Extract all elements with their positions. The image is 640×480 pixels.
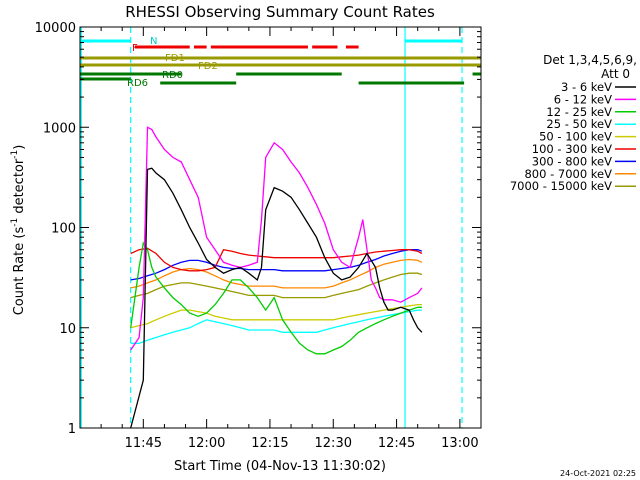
series-line-2 [130,126,423,351]
legend-entry-label: 7000 - 15000 keV [510,179,612,193]
series-line-4 [130,309,422,344]
x-tick-label: 11:45 [125,436,162,451]
series-line-8 [130,258,423,289]
footer-timestamp: 24-Oct-2021 02:25 [560,469,636,478]
x-tick-label: 12:30 [315,436,352,451]
x-tick-label: 12:00 [188,436,225,451]
legend-entry-label: 50 - 100 keV [539,130,612,144]
series-line-7 [130,249,423,281]
legend-entry-label: 6 - 12 keV [554,92,612,106]
x-tick-label: 12:45 [378,436,415,451]
x-tick-label: 12:15 [251,436,288,451]
flag-label-fd1: FD1 [165,53,185,64]
legend-header-detectors: Det 1,3,4,5,6,9, [543,53,637,67]
x-axis: 11:45 12:00 12:15 12:30 12:45 13:00 [100,27,482,451]
x-tick-label: 13:00 [441,436,478,451]
legend-entry-label: 800 - 7000 keV [524,167,612,181]
flag-label-f: F [132,43,138,54]
y-tick-label: 10 [59,322,76,337]
legend-entry-label: 3 - 6 keV [561,80,612,94]
y-tick-label: 1 [68,422,76,437]
chart-title: RHESSI Observing Summary Count Rates [125,3,435,21]
series-layer [130,126,423,429]
y-axis: 1 10 100 1000 10000 [35,21,481,437]
series-line-5 [130,303,422,329]
legend-entry-label: 12 - 25 keV [546,105,612,119]
y-axis-label: Count Rate (s-1 detector-1) [10,145,27,316]
series-line-1 [130,167,423,429]
series-line-9 [130,272,423,299]
y-tick-label: 1000 [43,121,76,136]
legend-entry-label: 300 - 800 keV [532,154,612,168]
flag-label-n: N [150,36,157,47]
y-tick-label: 100 [51,222,76,237]
flag-label-rd0: RD0 [162,70,183,81]
legend-entry-label: 100 - 300 keV [532,142,612,156]
series-line-6 [130,247,423,272]
flag-label-fd2: FD2 [198,61,218,72]
series-line-3 [130,241,422,355]
flag-label-rd6: RD6 [127,78,148,89]
y-tick-label: 10000 [35,21,76,36]
observing-flags: N F FD1 FD2 RD0 RD6 [80,27,481,428]
x-axis-label: Start Time (04-Nov-13 11:30:02) [174,459,386,474]
legend-header-attenuator: Att 0 [601,67,630,81]
legend-entry-label: 25 - 50 keV [546,117,612,131]
